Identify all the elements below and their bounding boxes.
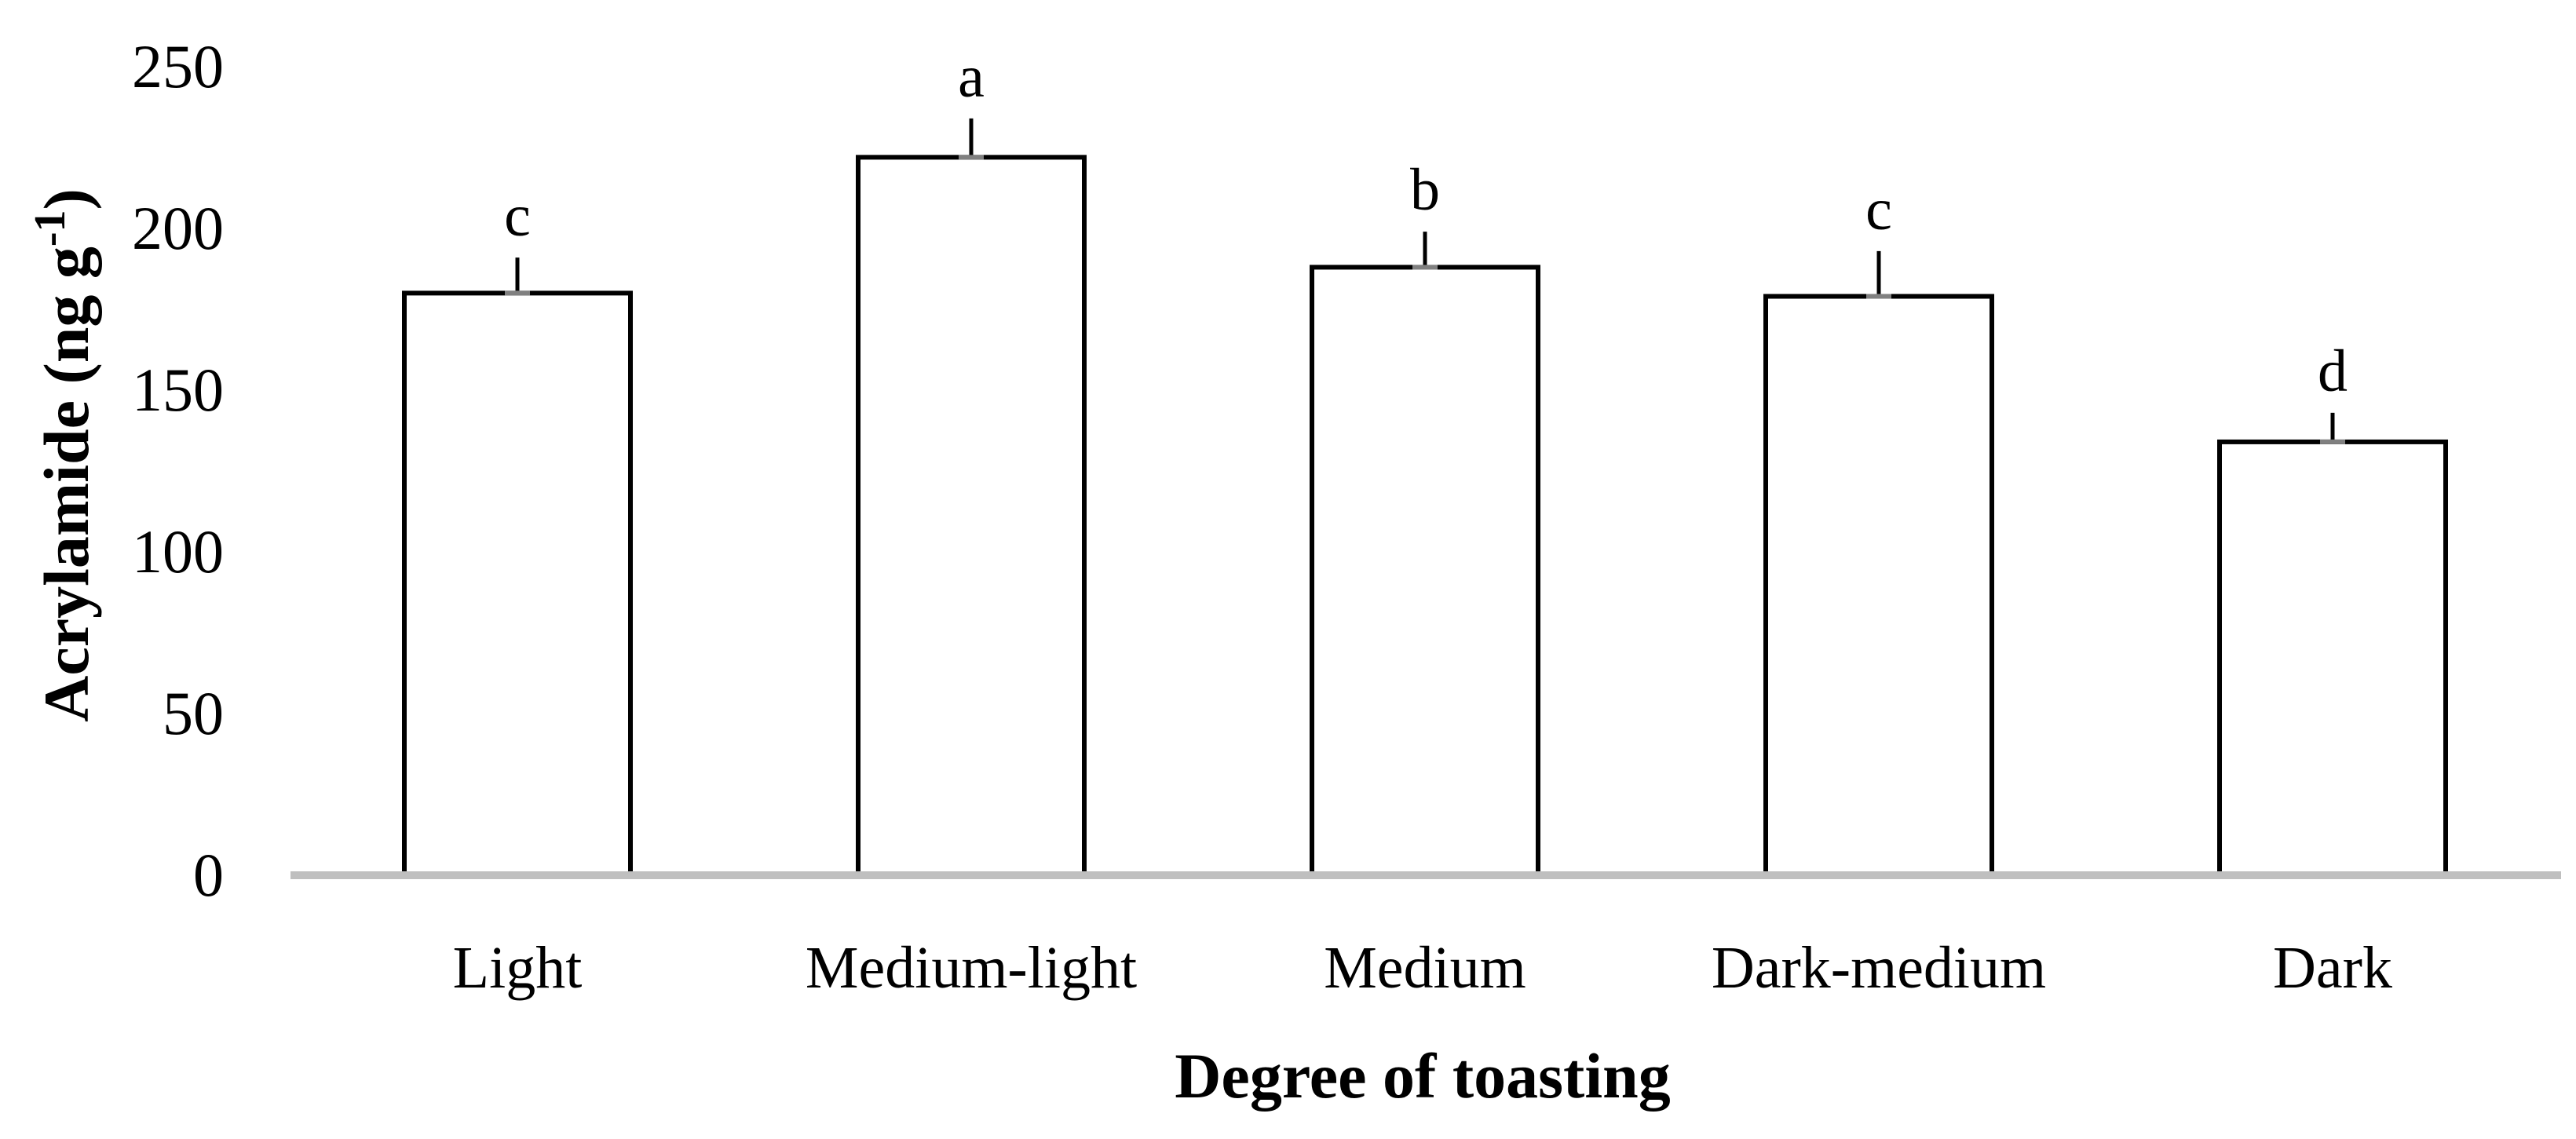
x-category-label: Medium-light (806, 935, 1137, 1001)
x-axis-category-labels: Light Medium-light Medium Dark-medium Dark (453, 935, 2392, 1001)
significance-letter: c (1865, 177, 1892, 243)
y-tick-label: 0 (193, 841, 224, 909)
y-axis-title-close: ) (31, 188, 102, 210)
significance-letter: a (958, 44, 985, 110)
bars: c a b c d (402, 44, 2448, 878)
y-tick-label: 150 (132, 356, 224, 424)
significance-letter: d (2318, 338, 2348, 404)
y-axis-title-main: Acrylamide (ng g (31, 246, 102, 722)
y-axis-ticks: 0 50 100 150 200 250 (132, 32, 224, 909)
x-axis-title: Degree of toasting (1175, 1040, 1671, 1112)
significance-letter: c (504, 183, 531, 249)
y-tick-label: 50 (163, 679, 224, 747)
bar (1310, 265, 1540, 878)
significance-letter: b (1410, 157, 1440, 223)
y-tick-label: 200 (132, 194, 224, 262)
y-axis-title: Acrylamide (ng g-1) (26, 188, 102, 722)
y-tick-label: 100 (132, 517, 224, 586)
y-tick-label: 250 (132, 32, 224, 100)
bar (402, 290, 633, 878)
y-axis-title-superscript: -1 (26, 210, 75, 246)
x-category-label: Light (453, 935, 583, 1001)
x-category-label: Medium (1324, 935, 1526, 1001)
x-category-label: Dark (2273, 935, 2392, 1001)
x-category-label: Dark-medium (1712, 935, 2046, 1001)
bar (1763, 294, 1994, 878)
bar (856, 155, 1087, 878)
bar (2217, 439, 2448, 878)
